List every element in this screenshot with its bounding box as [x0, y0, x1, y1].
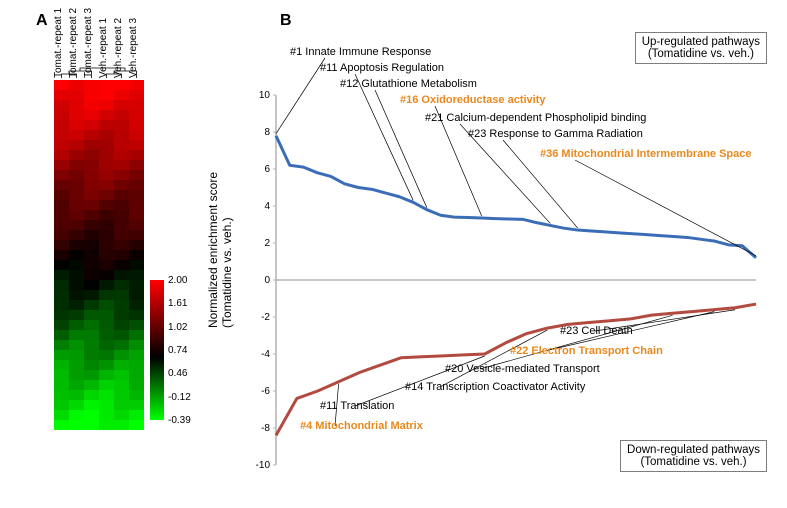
- svg-text:8: 8: [264, 127, 270, 138]
- svg-text:0: 0: [264, 275, 270, 286]
- annot-down: #4 Mitochondrial Matrix: [300, 420, 423, 432]
- annot-up: #23 Response to Gamma Radiation: [468, 128, 643, 140]
- up-box: Up-regulated pathways (Tomatidine vs. ve…: [635, 32, 767, 64]
- cb-tick: -0.39: [168, 415, 191, 426]
- svg-text:-4: -4: [261, 349, 270, 360]
- svg-text:4: 4: [264, 201, 270, 212]
- cb-tick: 0.74: [168, 345, 187, 356]
- up-box-l1: Up-regulated pathways: [642, 36, 760, 48]
- svg-text:-10: -10: [256, 460, 270, 471]
- svg-text:2: 2: [264, 238, 270, 249]
- svg-text:-2: -2: [261, 312, 270, 323]
- annot-up: #11 Apoptosis Regulation: [320, 62, 444, 74]
- annot-down: #23 Cell Death: [560, 325, 633, 337]
- down-box: Down-regulated pathways (Tomatidine vs. …: [620, 440, 767, 472]
- svg-text:10: 10: [259, 90, 271, 101]
- svg-text:6: 6: [264, 164, 270, 175]
- colorbar: [150, 280, 164, 420]
- annot-down: #11 Translation: [320, 400, 394, 412]
- cb-tick: 2.00: [168, 275, 187, 286]
- annot-up: #21 Calcium-dependent Phospholipid bindi…: [425, 112, 646, 124]
- annot-down: #22 Electron Transport Chain: [510, 345, 663, 357]
- svg-text:-6: -6: [261, 386, 270, 397]
- figure-root: A Tomat.-repeat 1 Tomat.-repeat 2 Tomat.…: [0, 0, 787, 508]
- down-box-l1: Down-regulated pathways: [627, 444, 760, 456]
- dendrogram: [54, 66, 144, 78]
- annot-up: #36 Mitochondrial Intermembrane Space: [540, 148, 752, 160]
- cb-tick: 0.46: [168, 368, 187, 379]
- cb-tick: -0.12: [168, 392, 191, 403]
- svg-text:-8: -8: [261, 423, 270, 434]
- annot-up: #1 Innate Immune Response: [290, 46, 431, 58]
- heatmap: [54, 80, 144, 430]
- annot-up: #12 Glutathione Metabolism: [340, 78, 477, 90]
- ylabel-l2: (Tomatidine vs. veh.): [220, 217, 234, 328]
- cb-tick: 1.02: [168, 322, 187, 333]
- cb-tick: 1.61: [168, 298, 187, 309]
- y-axis-label: Normalized enrichment score (Tomatidine …: [206, 172, 234, 328]
- ylabel-l1: Normalized enrichment score: [206, 172, 220, 328]
- panel-a-label: A: [36, 12, 48, 30]
- annot-down: #14 Transcription Coactivator Activity: [405, 381, 585, 393]
- up-box-l2: (Tomatidine vs. veh.): [648, 48, 754, 60]
- down-box-l2: (Tomatidine vs. veh.): [640, 456, 746, 468]
- annot-up: #16 Oxidoreductase activity: [400, 94, 546, 106]
- annot-down: #20 Vesicle-mediated Transport: [445, 363, 600, 375]
